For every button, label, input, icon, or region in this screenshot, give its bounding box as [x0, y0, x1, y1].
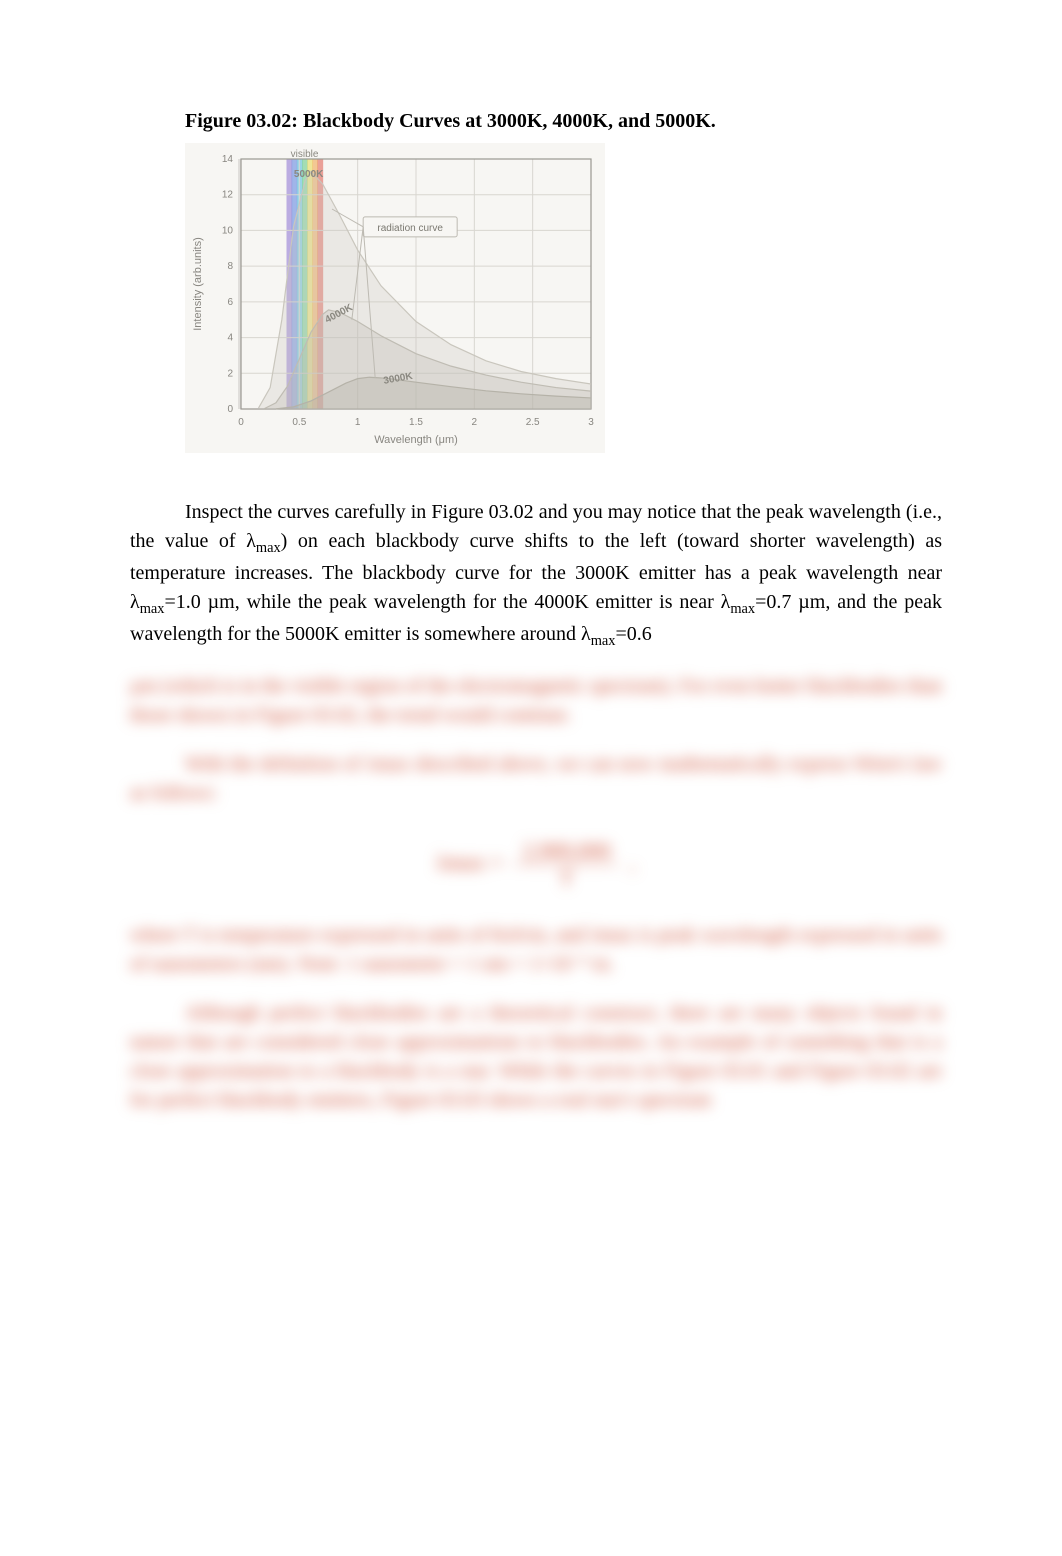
- blackbody-chart: 0 0.5 1 1.5 2 2.5 3 0 2 4 6 8 10 12 14 visible radiation…: [185, 143, 942, 458]
- lambda-1-sub: max: [256, 540, 281, 556]
- svg-text:3: 3: [588, 417, 594, 428]
- eq-tail: ,: [624, 849, 635, 874]
- blackbody-chart-svg: 0 0.5 1 1.5 2 2.5 3 0 2 4 6 8 10 12 14 visible radiation…: [185, 143, 605, 453]
- svg-text:1.5: 1.5: [409, 417, 423, 428]
- lambda-4: λ: [581, 623, 591, 645]
- svg-text:2: 2: [227, 368, 233, 379]
- svg-text:6: 6: [227, 297, 233, 308]
- document-page: Figure 03.02: Blackbody Curves at 3000K,…: [0, 0, 1062, 1195]
- eq-numerator: 2,900,000: [514, 838, 618, 865]
- lambda-2: λ: [130, 591, 140, 613]
- lambda-3: λ: [721, 591, 731, 613]
- svg-text:radiation curve: radiation curve: [377, 223, 443, 234]
- svg-text:5000K: 5000K: [294, 169, 324, 180]
- svg-text:10: 10: [222, 225, 234, 236]
- paragraph-3: where T is temperature expressed in unit…: [130, 921, 942, 979]
- obscured-content: µm (which is in the visible region of th…: [130, 672, 942, 1115]
- figure-caption: Figure 03.02: Blackbody Curves at 3000K,…: [185, 110, 942, 133]
- paragraph-1-tail: µm (which is in the visible region of th…: [130, 672, 942, 730]
- eq-eq: =: [485, 849, 508, 874]
- svg-text:4: 4: [227, 333, 233, 344]
- p1-t5: =0.6: [615, 623, 651, 645]
- lambda-1: λ: [246, 530, 256, 552]
- eq-fraction: 2,900,000T: [514, 838, 618, 891]
- lambda-2-sub: max: [140, 601, 165, 617]
- eq-denominator: T: [514, 865, 618, 891]
- eq-lhs: λmax: [437, 849, 486, 874]
- svg-text:0.5: 0.5: [292, 417, 306, 428]
- paragraph-2: With the definition of λmax described ab…: [130, 750, 942, 808]
- svg-text:Wavelength (μm): Wavelength (μm): [374, 434, 458, 446]
- svg-text:visible: visible: [291, 149, 319, 160]
- p1-t3: =1.0 µm, while the peak wavelength for t…: [164, 591, 720, 613]
- svg-text:2.5: 2.5: [526, 417, 540, 428]
- paragraph-1: Inspect the curves carefully in Figure 0…: [130, 498, 942, 652]
- svg-text:0: 0: [238, 417, 244, 428]
- svg-text:12: 12: [222, 190, 234, 201]
- svg-text:14: 14: [222, 154, 234, 165]
- svg-text:8: 8: [227, 261, 233, 272]
- svg-text:2: 2: [472, 417, 478, 428]
- svg-text:Intensity (arb.units): Intensity (arb.units): [192, 237, 204, 331]
- svg-text:0: 0: [227, 404, 233, 415]
- wien-equation: λmax = 2,900,000T ,: [130, 838, 942, 891]
- svg-text:1: 1: [355, 417, 361, 428]
- lambda-3-sub: max: [730, 601, 755, 617]
- lambda-4-sub: max: [591, 633, 616, 649]
- paragraph-4: Although perfect blackbodies are a theor…: [130, 999, 942, 1115]
